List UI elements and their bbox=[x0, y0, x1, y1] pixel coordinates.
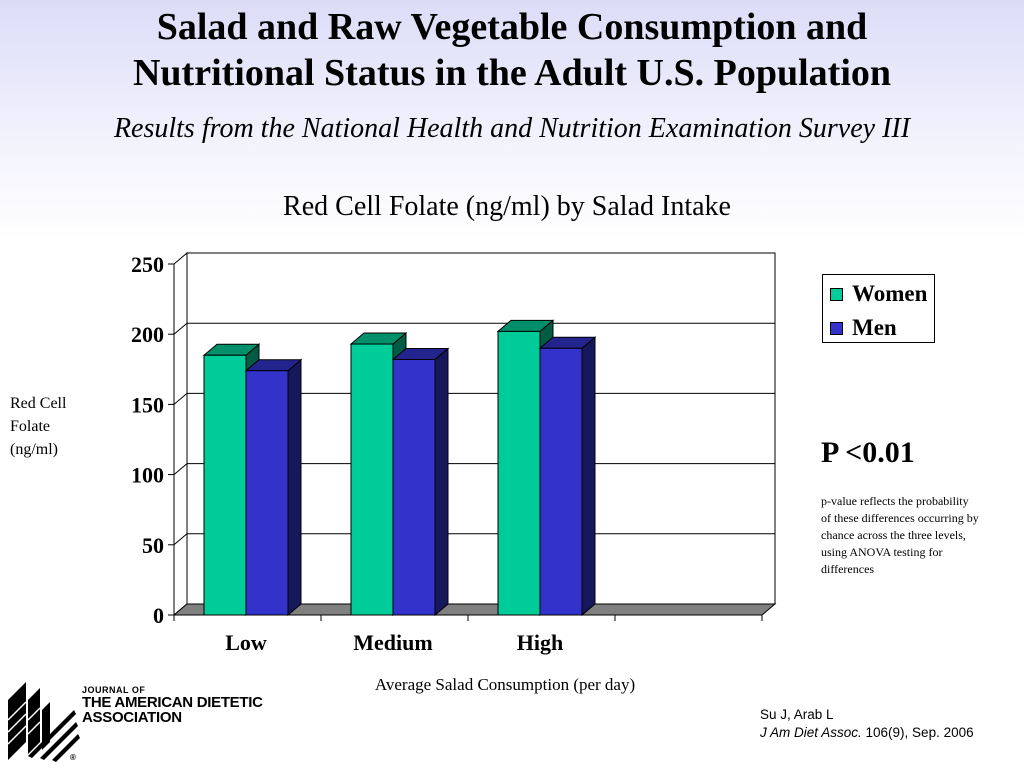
y-tick-label: 250 bbox=[131, 252, 164, 277]
slide-title: Salad and Raw Vegetable Consumption and … bbox=[0, 4, 1024, 96]
y-tick-label: 200 bbox=[131, 322, 164, 347]
y-tick-label: 0 bbox=[153, 603, 164, 628]
x-tick-label: Low bbox=[225, 630, 267, 655]
y-axis-label: Red Cell Folate (ng/ml) bbox=[10, 395, 67, 458]
y-tick-label: 50 bbox=[142, 533, 164, 558]
chart-title: Red Cell Folate (ng/ml) by Salad Intake bbox=[283, 191, 731, 222]
citation-journal: J Am Diet Assoc. bbox=[760, 725, 862, 740]
p-value: P <0.01 bbox=[821, 436, 915, 469]
journal-name-line-3: ASSOCIATION bbox=[82, 709, 182, 726]
bar-men-low bbox=[245, 370, 289, 616]
gridline-side bbox=[173, 463, 188, 475]
bar-side-men bbox=[581, 336, 596, 617]
logo-registered-mark: ® bbox=[70, 753, 76, 762]
chart-legend: Women Men bbox=[822, 274, 935, 343]
bar-women-high bbox=[497, 330, 541, 616]
gridline-side bbox=[173, 393, 188, 405]
journal-name: JOURNAL OF THE AMERICAN DIETETIC ASSOCIA… bbox=[82, 685, 272, 725]
title-line-1: Salad and Raw Vegetable Consumption and bbox=[156, 6, 868, 48]
y-tick-label: 150 bbox=[131, 392, 164, 417]
citation-details: 106(9), Sep. 2006 bbox=[861, 725, 974, 740]
journal-name-line-2: THE AMERICAN DIETETIC bbox=[82, 694, 263, 711]
bar-women-low bbox=[203, 354, 247, 616]
legend-label-women: Women bbox=[852, 281, 928, 306]
x-axis-label: Average Salad Consumption (per day) bbox=[374, 675, 636, 694]
citation-journal-line: J Am Diet Assoc. 106(9), Sep. 2006 bbox=[760, 724, 1020, 742]
bar-men-high bbox=[539, 347, 583, 616]
title-line-2: Nutritional Status in the Adult U.S. Pop… bbox=[132, 52, 892, 94]
legend-label-men: Men bbox=[852, 315, 897, 340]
gridline-side bbox=[173, 322, 188, 335]
american-dietetic-association-logo-icon: ® bbox=[7, 682, 80, 762]
legend-swatch-men bbox=[830, 322, 843, 335]
chart-side-wall bbox=[173, 251, 188, 617]
x-tick-label: Medium bbox=[353, 630, 432, 655]
bar-men-medium bbox=[392, 358, 436, 616]
bar-side-men bbox=[287, 358, 302, 617]
citation: Su J, Arab L J Am Diet Assoc. 106(9), Se… bbox=[760, 706, 1020, 742]
gridline-side bbox=[173, 533, 188, 546]
bar-women-medium bbox=[350, 343, 394, 616]
bar-side-men bbox=[434, 347, 449, 617]
y-tick-label: 100 bbox=[131, 463, 164, 488]
citation-authors: Su J, Arab L bbox=[760, 707, 834, 722]
p-value-note: p-value reflects the probability of thes… bbox=[821, 494, 979, 576]
legend-swatch-women bbox=[830, 288, 843, 301]
journal-name-line-1: JOURNAL OF bbox=[82, 685, 146, 695]
slide-subtitle: Results from the National Health and Nut… bbox=[113, 113, 911, 144]
x-tick-label: High bbox=[517, 630, 563, 655]
